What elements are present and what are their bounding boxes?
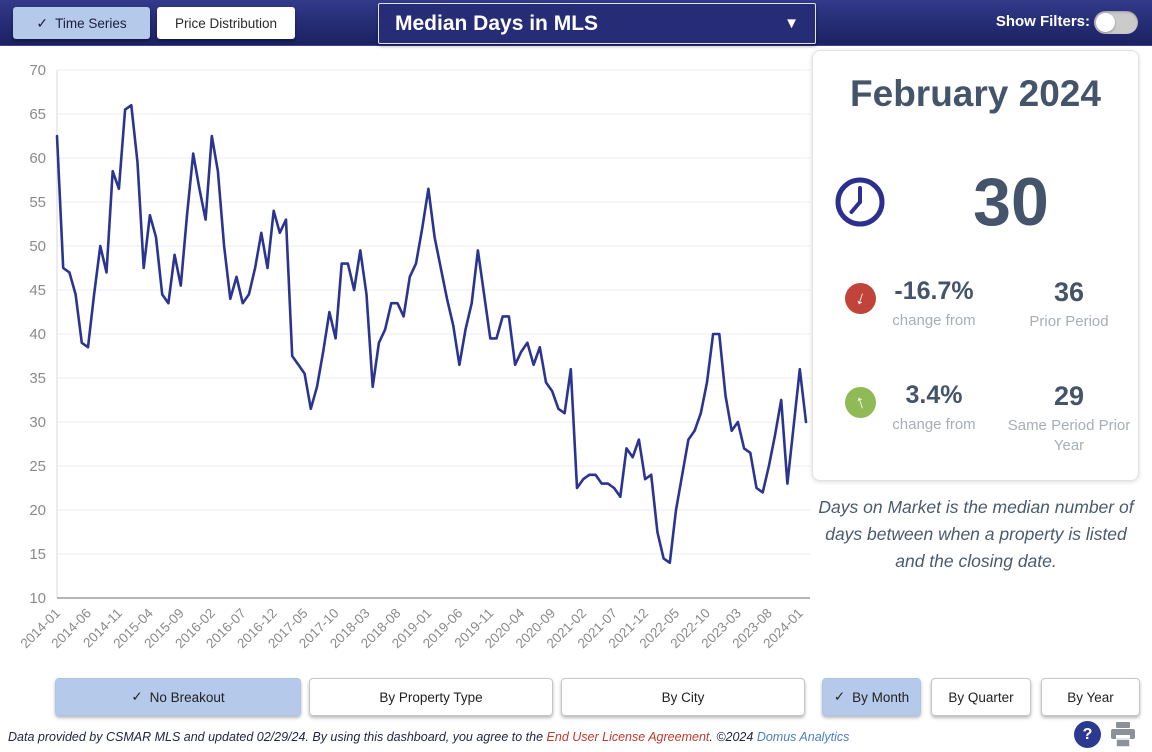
button-label: By City	[661, 689, 705, 705]
footer-text: . ©2024	[709, 730, 757, 744]
arrow-glyph: ↓	[852, 286, 869, 310]
y-axis-tick-label: 15	[29, 546, 46, 563]
arrow-glyph: ↑	[852, 390, 869, 414]
arrow-down-icon: ↓	[845, 283, 876, 314]
button-label: By Month	[852, 689, 910, 705]
domus-analytics-link[interactable]: Domus Analytics	[756, 730, 850, 744]
y-axis-tick-label: 20	[29, 502, 46, 519]
timeseries-chart: 706560555045403530252015102014-012014-06…	[17, 62, 810, 651]
compare-value: 29	[1053, 381, 1085, 411]
compare-value: 36	[1053, 277, 1085, 307]
compare-label: Prior Period	[1029, 313, 1109, 330]
breakout-button-no-breakout[interactable]: ✓ No Breakout	[55, 678, 301, 716]
y-axis-tick-label: 55	[29, 194, 46, 211]
button-label: By Year	[1067, 689, 1114, 705]
y-axis-tick-label: 60	[29, 150, 46, 167]
metric-dropdown-value: Median Days in MLS	[395, 11, 599, 35]
question-mark-icon: ?	[1082, 725, 1093, 743]
button-label: No Breakout	[149, 689, 225, 705]
breakout-button-by-property-type[interactable]: By Property Type	[309, 678, 553, 716]
show-filters-toggle[interactable]	[1094, 11, 1138, 34]
pct-block: 3.4% change from	[869, 381, 999, 433]
pct-caption: change from	[892, 416, 976, 433]
y-axis-tick-label: 25	[29, 458, 46, 475]
y-axis-tick-label: 40	[29, 326, 46, 343]
price-distribution-tab-label: Price Distribution	[174, 15, 278, 31]
checkmark-icon: ✓	[833, 689, 846, 704]
footer-disclaimer: Data provided by CSMAR MLS and updated 0…	[8, 730, 849, 744]
button-label: By Property Type	[379, 689, 483, 705]
pct-change: -16.7%	[894, 277, 974, 305]
y-axis-tick-label: 65	[29, 106, 46, 123]
y-axis-tick-label: 10	[29, 590, 46, 607]
chevron-down-icon: ▼	[784, 15, 799, 32]
period-button-by-month[interactable]: ✓ By Month	[822, 678, 921, 716]
arrow-up-icon: ↑	[845, 387, 876, 418]
metric-dropdown[interactable]: Median Days in MLS ▼	[378, 3, 816, 44]
print-button[interactable]	[1108, 721, 1138, 749]
clock-icon	[835, 177, 885, 227]
checkmark-icon: ✓	[131, 689, 143, 704]
summary-card: February 2024 30 ↓ -16.7% change from 36…	[812, 50, 1139, 481]
y-axis-tick-label: 30	[29, 414, 46, 431]
y-axis-tick-label: 70	[29, 62, 46, 79]
button-label: By Quarter	[948, 689, 1014, 705]
pct-block: -16.7% change from	[869, 277, 999, 329]
median-days-line	[55, 103, 808, 565]
prior-period-stat: ↓ -16.7% change from 36 Prior Period	[813, 277, 1138, 369]
period-button-by-quarter[interactable]: By Quarter	[931, 678, 1031, 716]
compare-label: Same Period Prior Year	[1007, 417, 1131, 455]
checkmark-icon: ✓	[36, 14, 49, 31]
toggle-knob	[1096, 13, 1115, 32]
time-series-tab[interactable]: ✓ Time Series	[13, 7, 150, 39]
metric-description: Days on Market is the median number of d…	[818, 497, 1134, 572]
period-button-by-year[interactable]: By Year	[1041, 678, 1140, 716]
time-series-tab-label: Time Series	[55, 15, 127, 31]
prior-year-stat: ↑ 3.4% change from 29 Same Period Prior …	[813, 381, 1138, 473]
pct-caption: change from	[892, 312, 976, 329]
eula-link[interactable]: End User License Agreement	[546, 730, 710, 744]
y-axis-tick-label: 35	[29, 370, 46, 387]
price-distribution-tab[interactable]: Price Distribution	[157, 7, 295, 39]
help-button[interactable]: ?	[1074, 721, 1101, 748]
compare-block: 29 Same Period Prior Year	[1005, 381, 1133, 457]
breakout-button-by-city[interactable]: By City	[561, 678, 805, 716]
compare-block: 36 Prior Period	[1005, 277, 1133, 332]
top-toolbar: ✓ Time Series Price Distribution Median …	[0, 0, 1152, 46]
show-filters-label: Show Filters:	[995, 13, 1090, 30]
period-title: February 2024	[850, 73, 1101, 114]
pct-change: 3.4%	[905, 381, 963, 409]
y-axis-tick-label: 45	[29, 282, 46, 299]
footer-text: Data provided by CSMAR MLS and updated 0…	[8, 730, 547, 744]
y-axis-tick-label: 50	[29, 238, 46, 255]
current-value: 30	[973, 164, 1049, 240]
